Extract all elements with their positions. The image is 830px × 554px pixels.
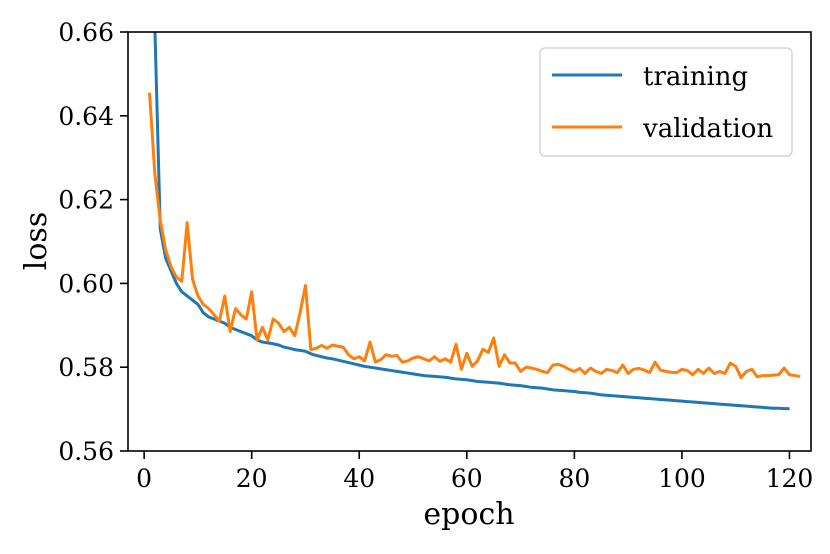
plot-frame — [127, 31, 812, 452]
x-tick-label: 120 — [766, 464, 814, 493]
y-tick-label: 0.56 — [58, 437, 114, 466]
x-tick-label: 60 — [451, 464, 483, 493]
y-tick-label: 0.58 — [58, 353, 114, 382]
x-tick-label: 40 — [343, 464, 375, 493]
x-tick-label: 0 — [136, 464, 152, 493]
y-tick-label: 0.62 — [58, 186, 114, 215]
x-tick-label: 100 — [658, 464, 706, 493]
x-axis-label: epoch — [423, 497, 514, 532]
y-axis-label: loss — [19, 212, 54, 270]
y-tick-label: 0.66 — [58, 18, 114, 47]
legend: training validation — [539, 47, 793, 157]
series-layer — [148, 32, 801, 411]
x-tick-label: 80 — [558, 464, 590, 493]
legend-training-label: training — [643, 62, 748, 92]
x-axis-ticks: 0 20 40 60 80 100 120 — [136, 451, 813, 493]
y-axis-ticks: 0.56 0.58 0.60 0.62 0.64 0.66 — [58, 18, 128, 466]
x-tick-label: 20 — [236, 464, 268, 493]
legend-validation-label: validation — [642, 114, 773, 144]
validation-line — [148, 92, 801, 380]
y-tick-label: 0.60 — [58, 269, 114, 298]
y-tick-label: 0.64 — [58, 102, 114, 131]
